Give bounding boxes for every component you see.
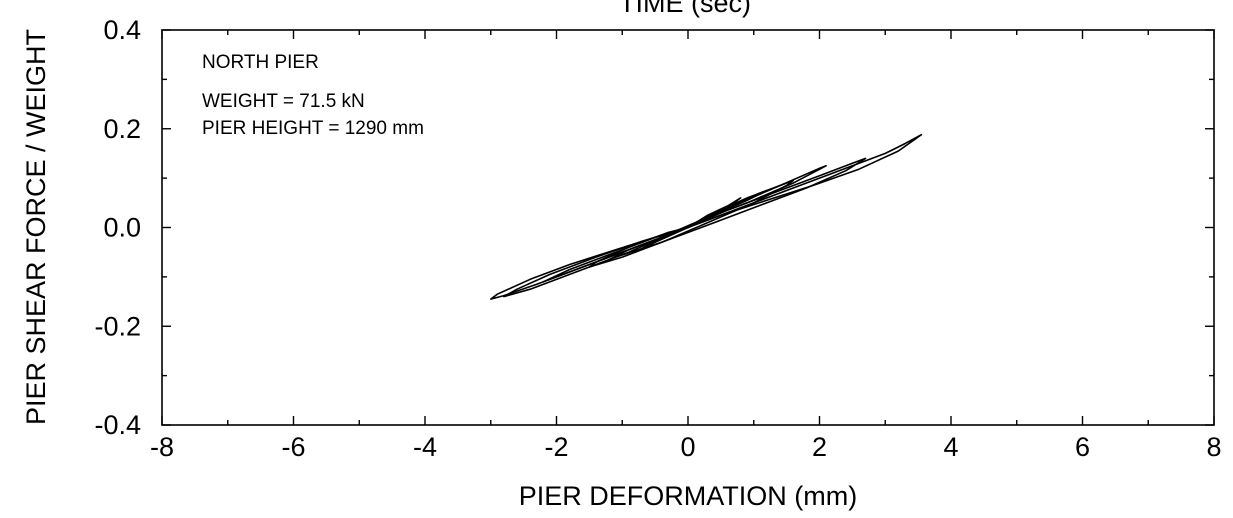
series-layer — [489, 133, 923, 300]
annotation-height: PIER HEIGHT = 1290 mm — [202, 118, 424, 139]
annotation-weight: WEIGHT = 71.5 kN — [202, 91, 365, 112]
x-axis-title: PIER DEFORMATION (mm) — [519, 481, 857, 511]
y-tick-label: -0.2 — [94, 311, 141, 341]
x-tick-label: -8 — [150, 432, 174, 462]
x-tick-label: 2 — [812, 432, 827, 462]
x-tick-label: -6 — [281, 432, 305, 462]
axis-ticks — [161, 29, 1215, 426]
x-tick-label: 6 — [1075, 432, 1090, 462]
y-tick-label: -0.4 — [94, 410, 141, 440]
hysteresis-loop-2 — [503, 157, 867, 298]
x-tick-label: 4 — [943, 432, 958, 462]
y-tick-label: 0.2 — [103, 114, 141, 144]
annotation-title: NORTH PIER — [202, 52, 319, 73]
x-tick-label: -4 — [413, 432, 437, 462]
x-tick-label: -2 — [544, 432, 568, 462]
axis-tick-labels: -8 -6 -4 -2 0 2 4 6 8 -0.4 -0.2 0.0 0.2 0.4 — [94, 15, 1221, 462]
hysteresis-loop-5 — [608, 189, 768, 261]
y-axis-title: PIER SHEAR FORCE / WEIGHT — [21, 29, 51, 425]
top-title: TIME (sec) — [619, 0, 751, 18]
x-tick-label: 8 — [1206, 432, 1221, 462]
y-tick-label: 0.0 — [103, 213, 141, 243]
hysteresis-loop-6 — [634, 197, 742, 253]
x-tick-label: 0 — [680, 432, 695, 462]
y-tick-label: 0.4 — [103, 15, 141, 45]
hysteresis-loop-3 — [542, 165, 827, 283]
